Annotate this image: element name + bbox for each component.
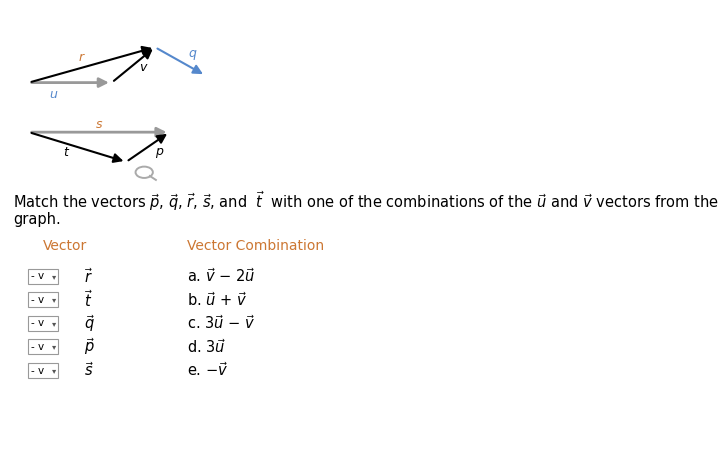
Text: ▾: ▾ [52,366,56,375]
Text: $r$: $r$ [78,51,85,64]
Text: $p$: $p$ [155,146,165,160]
Text: - v: - v [31,342,44,352]
Text: c. 3$\vec{u}$ $-$ $\vec{v}$: c. 3$\vec{u}$ $-$ $\vec{v}$ [187,314,256,332]
Text: $t$: $t$ [63,146,71,160]
FancyBboxPatch shape [28,339,58,354]
Text: b. $\vec{u}$ $+$ $\vec{v}$: b. $\vec{u}$ $+$ $\vec{v}$ [187,291,248,309]
Text: $\vec{r}$: $\vec{r}$ [84,267,92,286]
Text: $s$: $s$ [95,118,104,131]
FancyBboxPatch shape [28,363,58,378]
Text: graph.: graph. [13,212,61,227]
FancyBboxPatch shape [28,316,58,331]
Text: $\vec{p}$: $\vec{p}$ [84,337,94,357]
Text: ▾: ▾ [52,342,56,352]
Text: $\vec{s}$: $\vec{s}$ [84,362,94,379]
Text: e. $-\vec{v}$: e. $-\vec{v}$ [187,362,229,379]
Text: - v: - v [31,271,44,281]
FancyBboxPatch shape [28,269,58,284]
Text: $v$: $v$ [139,60,149,74]
Text: Match the vectors $\vec{p}$, $\vec{q}$, $\vec{r}$, $\vec{s}$, and  $\vec{t}$  wi: Match the vectors $\vec{p}$, $\vec{q}$, … [13,189,719,212]
Text: $\vec{t}$: $\vec{t}$ [84,289,92,310]
Text: - v: - v [31,365,44,376]
Text: Vector: Vector [43,239,87,253]
Text: $u$: $u$ [50,88,58,101]
Text: a. $\vec{v}$ $-$ 2$\vec{u}$: a. $\vec{v}$ $-$ 2$\vec{u}$ [187,267,256,285]
Text: - v: - v [31,318,44,329]
FancyBboxPatch shape [28,292,58,307]
Text: ▾: ▾ [52,271,56,281]
Text: ▾: ▾ [52,295,56,304]
Text: Vector Combination: Vector Combination [187,239,324,253]
Text: ▾: ▾ [52,319,56,328]
Text: - v: - v [31,295,44,305]
Text: $\vec{q}$: $\vec{q}$ [84,313,94,334]
Text: $q$: $q$ [188,48,198,62]
Text: d. 3$\vec{u}$: d. 3$\vec{u}$ [187,338,226,356]
